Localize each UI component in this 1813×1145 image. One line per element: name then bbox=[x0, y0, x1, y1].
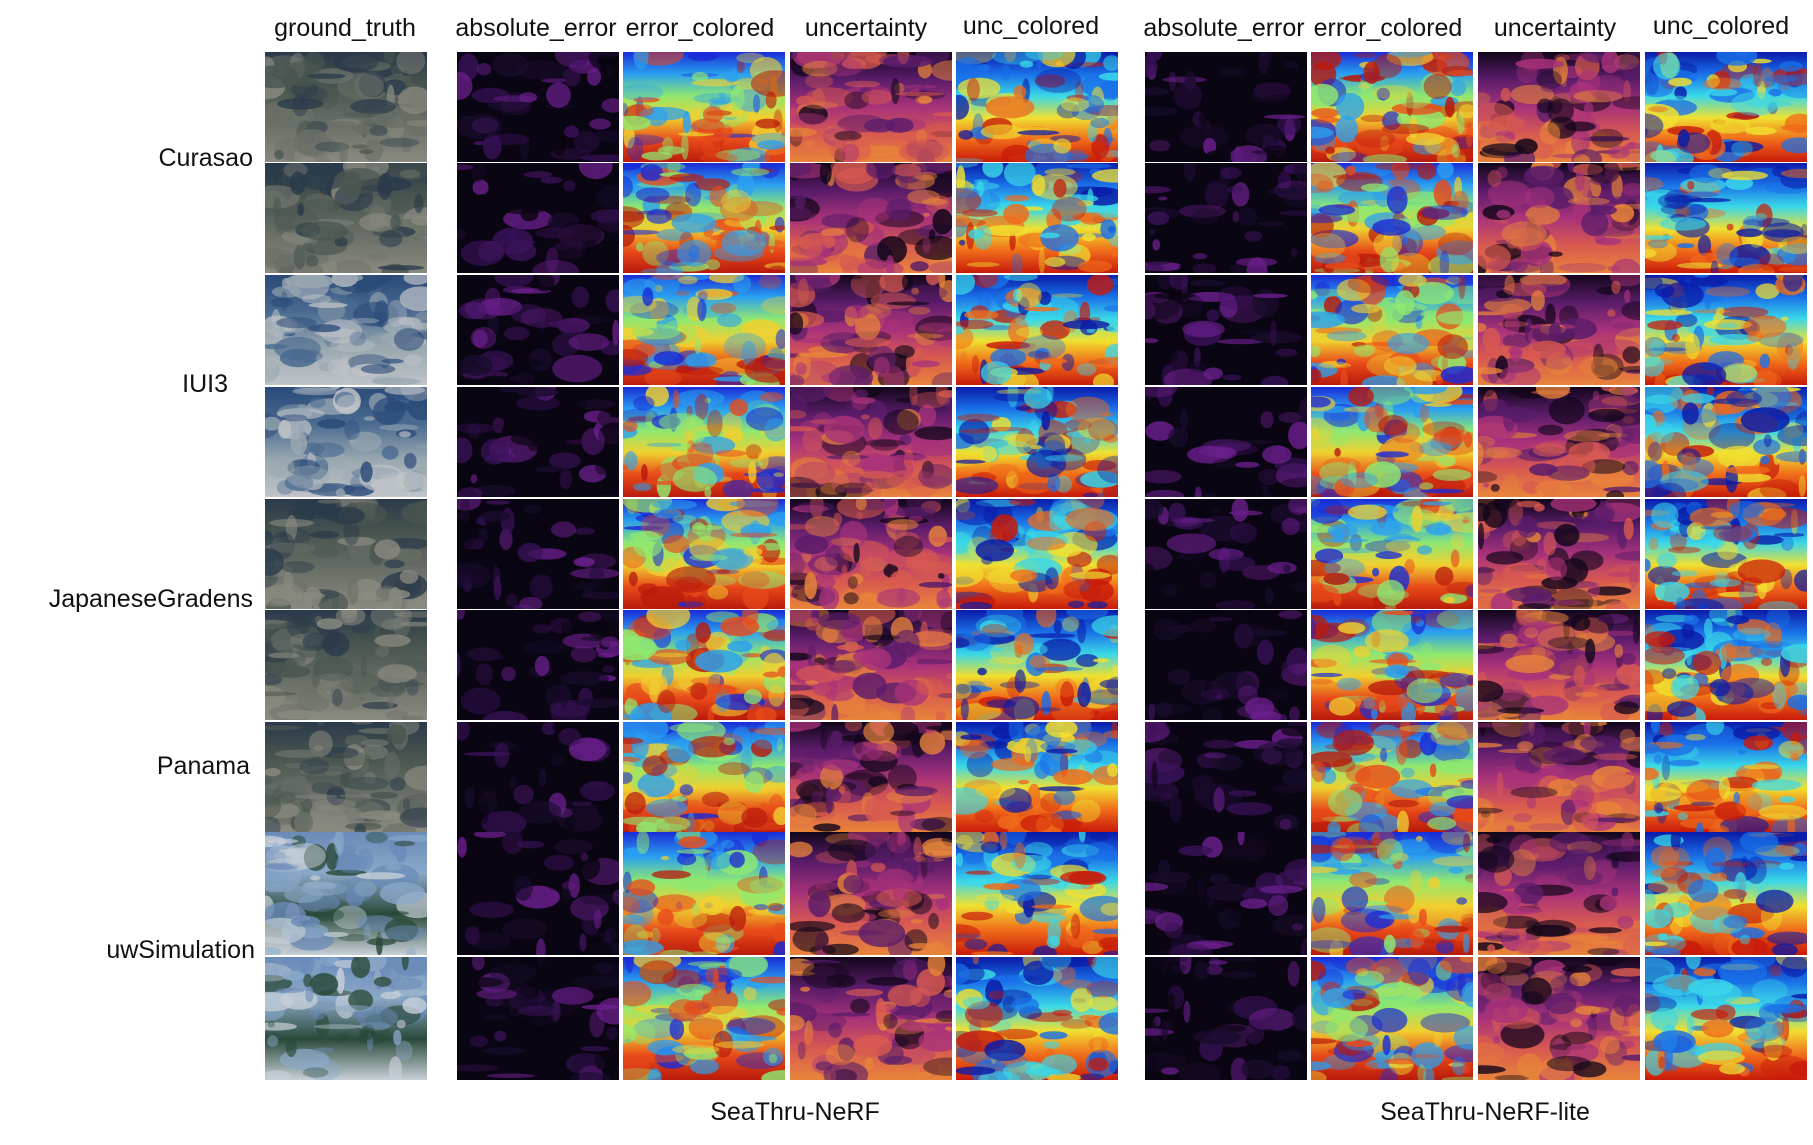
tile-lite-error-colored-row-6 bbox=[1311, 610, 1473, 720]
header-nerf-error-colored: error_colored bbox=[625, 14, 775, 42]
tile-nerf-uncertainty-row-3 bbox=[790, 275, 952, 385]
tile-ground-truth-row-9 bbox=[265, 957, 427, 1080]
tile-nerf-unc-colored-row-9 bbox=[956, 957, 1118, 1080]
header-nerf-absolute-error: absolute_error bbox=[455, 14, 617, 42]
header-nerf-unc-colored: unc_colored bbox=[962, 12, 1100, 40]
tile-lite-uncertainty-row-2 bbox=[1478, 163, 1640, 273]
tile-lite-uncertainty-row-5 bbox=[1478, 499, 1640, 609]
tile-nerf-absolute-error-row-9 bbox=[457, 957, 619, 1080]
header-lite-error-colored: error_colored bbox=[1313, 14, 1463, 42]
tile-nerf-absolute-error-row-6 bbox=[457, 610, 619, 720]
tile-lite-absolute-error-row-3 bbox=[1145, 275, 1307, 385]
tile-nerf-absolute-error-row-5 bbox=[457, 499, 619, 609]
tile-lite-absolute-error-row-6 bbox=[1145, 610, 1307, 720]
tile-lite-unc-colored-row-1 bbox=[1645, 52, 1807, 162]
caption-seathru-nerf-lite: SeaThru-NeRF-lite bbox=[1380, 1098, 1590, 1126]
tile-nerf-uncertainty-row-1 bbox=[790, 52, 952, 162]
row-label-iui3: IUI3 bbox=[182, 370, 228, 398]
tile-lite-unc-colored-row-6 bbox=[1645, 610, 1807, 720]
tile-nerf-uncertainty-row-4 bbox=[790, 387, 952, 497]
tile-ground-truth-row-3 bbox=[265, 275, 427, 385]
row-label-panama: Panama bbox=[156, 752, 250, 780]
tile-nerf-unc-colored-row-5 bbox=[956, 499, 1118, 609]
tile-nerf-error-colored-row-6 bbox=[623, 610, 785, 720]
tile-lite-error-colored-row-1 bbox=[1311, 52, 1473, 162]
tile-lite-unc-colored-row-5 bbox=[1645, 499, 1807, 609]
caption-seathru-nerf: SeaThru-NeRF bbox=[710, 1098, 880, 1126]
tile-lite-absolute-error-row-1 bbox=[1145, 52, 1307, 162]
tile-nerf-unc-colored-row-8 bbox=[956, 832, 1118, 955]
tile-nerf-uncertainty-row-2 bbox=[790, 163, 952, 273]
tile-nerf-error-colored-row-5 bbox=[623, 499, 785, 609]
tile-ground-truth-row-8 bbox=[265, 832, 427, 955]
tile-lite-error-colored-row-4 bbox=[1311, 387, 1473, 497]
tile-lite-absolute-error-row-5 bbox=[1145, 499, 1307, 609]
tile-lite-error-colored-row-7 bbox=[1311, 722, 1473, 832]
tile-lite-absolute-error-row-9 bbox=[1145, 957, 1307, 1080]
tile-nerf-uncertainty-row-9 bbox=[790, 957, 952, 1080]
tile-nerf-unc-colored-row-1 bbox=[956, 52, 1118, 162]
tile-nerf-unc-colored-row-3 bbox=[956, 275, 1118, 385]
tile-nerf-error-colored-row-1 bbox=[623, 52, 785, 162]
tile-nerf-uncertainty-row-7 bbox=[790, 722, 952, 832]
tile-lite-error-colored-row-8 bbox=[1311, 832, 1473, 955]
header-nerf-uncertainty: uncertainty bbox=[804, 14, 928, 42]
tile-nerf-unc-colored-row-6 bbox=[956, 610, 1118, 720]
tile-lite-absolute-error-row-2 bbox=[1145, 163, 1307, 273]
tile-nerf-absolute-error-row-2 bbox=[457, 163, 619, 273]
header-lite-uncertainty: uncertainty bbox=[1493, 14, 1617, 42]
tile-nerf-absolute-error-row-3 bbox=[457, 275, 619, 385]
tile-lite-error-colored-row-9 bbox=[1311, 957, 1473, 1080]
header-lite-absolute-error: absolute_error bbox=[1143, 14, 1305, 42]
tile-nerf-uncertainty-row-5 bbox=[790, 499, 952, 609]
tile-lite-uncertainty-row-1 bbox=[1478, 52, 1640, 162]
tile-ground-truth-row-6 bbox=[265, 610, 427, 720]
tile-nerf-unc-colored-row-4 bbox=[956, 387, 1118, 497]
row-label-japanesegradens: JapaneseGradens bbox=[48, 585, 253, 613]
tile-lite-error-colored-row-5 bbox=[1311, 499, 1473, 609]
tile-nerf-absolute-error-row-7 bbox=[457, 722, 619, 832]
tile-ground-truth-row-4 bbox=[265, 387, 427, 497]
tile-nerf-error-colored-row-9 bbox=[623, 957, 785, 1080]
tile-nerf-error-colored-row-7 bbox=[623, 722, 785, 832]
tile-lite-unc-colored-row-4 bbox=[1645, 387, 1807, 497]
tile-nerf-uncertainty-row-6 bbox=[790, 610, 952, 720]
tile-nerf-absolute-error-row-1 bbox=[457, 52, 619, 162]
tile-ground-truth-row-2 bbox=[265, 163, 427, 273]
tile-lite-unc-colored-row-9 bbox=[1645, 957, 1807, 1080]
tile-lite-error-colored-row-3 bbox=[1311, 275, 1473, 385]
tile-lite-error-colored-row-2 bbox=[1311, 163, 1473, 273]
tile-nerf-absolute-error-row-8 bbox=[457, 832, 619, 955]
tile-nerf-error-colored-row-8 bbox=[623, 832, 785, 955]
tile-nerf-unc-colored-row-7 bbox=[956, 722, 1118, 832]
tile-ground-truth-row-5 bbox=[265, 499, 427, 609]
tile-nerf-error-colored-row-2 bbox=[623, 163, 785, 273]
tile-nerf-uncertainty-row-8 bbox=[790, 832, 952, 955]
tile-nerf-unc-colored-row-2 bbox=[956, 163, 1118, 273]
header-lite-unc-colored: unc_colored bbox=[1652, 12, 1790, 40]
tile-lite-absolute-error-row-8 bbox=[1145, 832, 1307, 955]
tile-ground-truth-row-1 bbox=[265, 52, 427, 162]
tile-lite-unc-colored-row-8 bbox=[1645, 832, 1807, 955]
tile-lite-absolute-error-row-7 bbox=[1145, 722, 1307, 832]
row-label-uwsimulation: uwSimulation bbox=[106, 936, 255, 964]
row-label-curasao: Curasao bbox=[158, 144, 254, 172]
tile-lite-uncertainty-row-9 bbox=[1478, 957, 1640, 1080]
tile-lite-uncertainty-row-7 bbox=[1478, 722, 1640, 832]
tile-lite-uncertainty-row-3 bbox=[1478, 275, 1640, 385]
tile-lite-uncertainty-row-8 bbox=[1478, 832, 1640, 955]
header-ground-truth: ground_truth bbox=[274, 14, 416, 42]
tile-nerf-error-colored-row-3 bbox=[623, 275, 785, 385]
tile-lite-uncertainty-row-4 bbox=[1478, 387, 1640, 497]
tile-nerf-error-colored-row-4 bbox=[623, 387, 785, 497]
tile-nerf-absolute-error-row-4 bbox=[457, 387, 619, 497]
tile-lite-unc-colored-row-2 bbox=[1645, 163, 1807, 273]
tile-lite-absolute-error-row-4 bbox=[1145, 387, 1307, 497]
tile-lite-uncertainty-row-6 bbox=[1478, 610, 1640, 720]
tile-ground-truth-row-7 bbox=[265, 722, 427, 832]
tile-lite-unc-colored-row-7 bbox=[1645, 722, 1807, 832]
tile-lite-unc-colored-row-3 bbox=[1645, 275, 1807, 385]
